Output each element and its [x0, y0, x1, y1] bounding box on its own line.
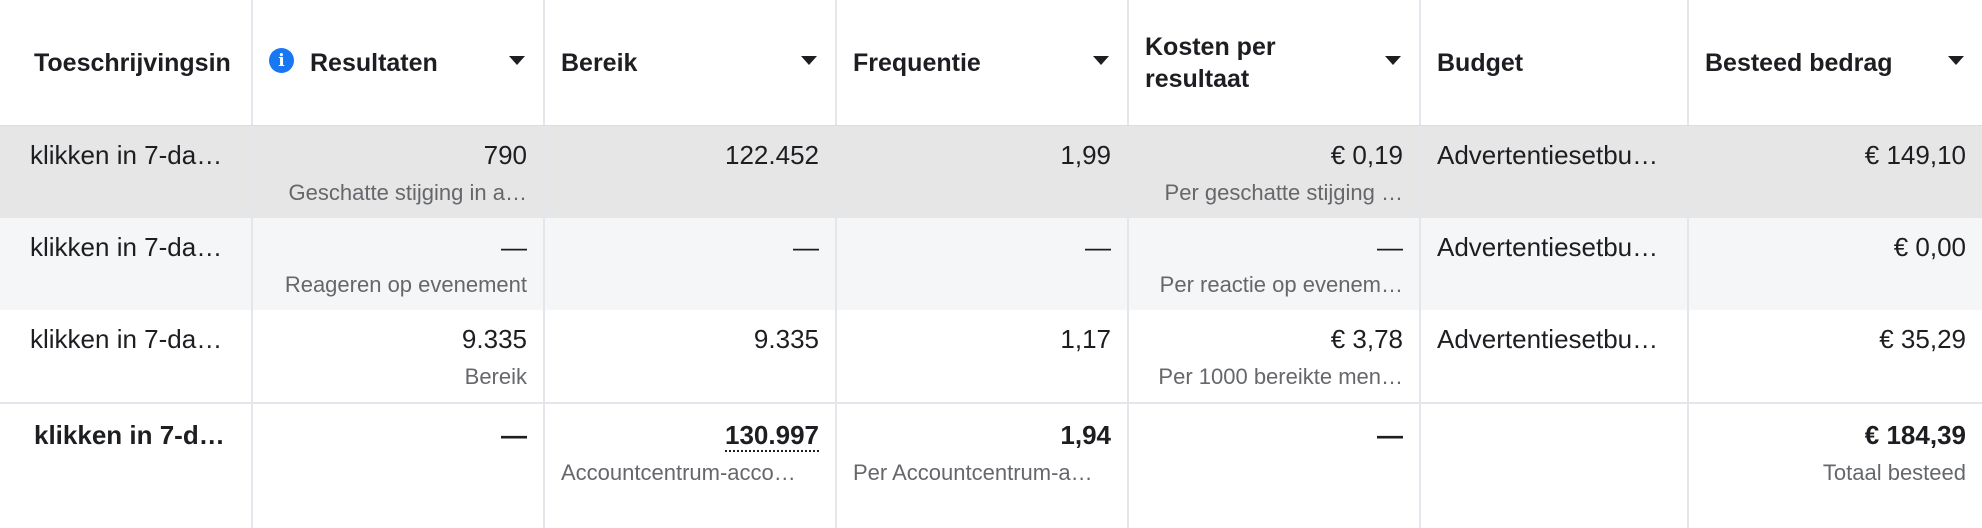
budget-cell: Advertentiesetbu… — [1421, 126, 1689, 218]
column-header-reach[interactable]: Bereik — [545, 0, 837, 125]
attribution-cell: klikken in 7-da… — [0, 310, 253, 402]
spent-total-caption: Totaal besteed — [1822, 460, 1966, 485]
cost-total: — — [1377, 420, 1403, 450]
totals-row: klikken in 7-da… — 130.997 Accountcentru… — [0, 404, 1982, 528]
results-cell: — Reageren op evenement — [253, 218, 545, 310]
sort-caret-icon[interactable] — [509, 56, 525, 65]
frequency-value: 1,99 — [1060, 140, 1111, 170]
cost-type: Per geschatte stijging … — [1164, 180, 1403, 205]
spent-total: € 184,39 — [1864, 420, 1966, 450]
cost-cell: — Per reactie op evenem… — [1129, 218, 1421, 310]
attribution-value: klikken in 7-da… — [30, 232, 223, 262]
results-value: 9.335 — [461, 324, 527, 354]
sort-caret-icon[interactable] — [1948, 56, 1964, 65]
results-cell: 790 Geschatte stijging in a… — [253, 126, 545, 218]
cost-cell: € 3,78 Per 1000 bereikte men… — [1129, 310, 1421, 402]
results-value: — — [501, 232, 527, 262]
attribution-value: klikken in 7-da… — [30, 324, 223, 354]
table-header: Toeschrijvingsin i Resultaten Bereik Fre… — [0, 0, 1982, 127]
cost-type: Per 1000 bereikte men… — [1158, 364, 1403, 389]
budget-value: Advertentiesetbu… — [1437, 232, 1659, 262]
column-header-label: Toeschrijvingsin — [34, 48, 231, 77]
cost-total-cell: — — [1129, 404, 1421, 528]
budget-cell: Advertentiesetbu… — [1421, 218, 1689, 310]
reach-value: — — [793, 232, 819, 262]
cost-value: € 0,19 — [1330, 140, 1403, 170]
results-type: Geschatte stijging in a… — [288, 180, 527, 205]
info-icon[interactable]: i — [269, 48, 294, 73]
column-header-budget[interactable]: Budget — [1421, 0, 1689, 125]
reach-value: 9.335 — [753, 324, 819, 354]
reach-total-value[interactable]: 130.997 — [725, 420, 819, 452]
results-value: 790 — [483, 140, 527, 170]
spent-total-cell: € 184,39 Totaal besteed — [1689, 404, 1982, 528]
frequency-cell: — — [837, 218, 1129, 310]
results-total-cell: — — [253, 404, 545, 528]
spent-cell: € 149,10 — [1689, 126, 1982, 218]
attribution-cell: klikken in 7-da… — [0, 218, 253, 310]
reach-total-cell: 130.997 Accountcentrum-acco… — [545, 404, 837, 528]
attribution-cell: klikken in 7-da… — [0, 126, 253, 218]
attribution-value: klikken in 7-da… — [30, 140, 223, 170]
column-header-label: Budget — [1437, 48, 1524, 77]
results-type: Reageren op evenement — [284, 272, 527, 297]
column-header-results[interactable]: i Resultaten — [253, 0, 545, 125]
results-total: — — [501, 420, 527, 450]
column-header-label: Frequentie — [853, 48, 981, 77]
spent-value: € 0,00 — [1893, 232, 1966, 262]
spent-value: € 35,29 — [1879, 324, 1966, 354]
reach-cell: 122.452 — [545, 126, 837, 218]
frequency-total-cell: 1,94 Per Accountcentrum-a… — [837, 404, 1129, 528]
budget-cell: Advertentiesetbu… — [1421, 310, 1689, 402]
column-header-label: Bereik — [561, 48, 638, 77]
frequency-cell: 1,17 — [837, 310, 1129, 402]
cost-cell: € 0,19 Per geschatte stijging … — [1129, 126, 1421, 218]
spent-cell: € 35,29 — [1689, 310, 1982, 402]
cost-value: € 3,78 — [1330, 324, 1403, 354]
column-header-frequency[interactable]: Frequentie — [837, 0, 1129, 125]
attribution-cell: klikken in 7-da… — [0, 404, 253, 528]
reach-value: 122.452 — [725, 140, 819, 170]
table-row[interactable]: klikken in 7-da… — Reageren op evenement… — [0, 218, 1982, 310]
reach-cell: — — [545, 218, 837, 310]
reach-total-caption: Accountcentrum-acco… — [561, 460, 796, 485]
frequency-value: — — [1085, 232, 1111, 262]
cost-type: Per reactie op evenem… — [1159, 272, 1403, 297]
attribution-total: klikken in 7-da… — [34, 420, 235, 450]
cost-value: — — [1377, 232, 1403, 262]
table-row[interactable]: klikken in 7-da… 790 Geschatte stijging … — [0, 126, 1982, 218]
spent-cell: € 0,00 — [1689, 218, 1982, 310]
column-header-label: Besteed bedrag — [1705, 48, 1893, 77]
reach-total[interactable]: 130.997 — [561, 418, 819, 452]
column-header-attribution[interactable]: Toeschrijvingsin — [0, 0, 253, 125]
spent-value: € 149,10 — [1864, 140, 1966, 170]
column-header-label: Kosten per resultaat — [1145, 32, 1276, 93]
results-cell: 9.335 Bereik — [253, 310, 545, 402]
budget-value: Advertentiesetbu… — [1437, 140, 1659, 170]
table-row[interactable]: klikken in 7-da… 9.335 Bereik 9.335 1,17… — [0, 310, 1982, 404]
sort-caret-icon[interactable] — [1093, 56, 1109, 65]
sort-caret-icon[interactable] — [801, 56, 817, 65]
column-header-label: Resultaten — [310, 48, 438, 77]
reach-cell: 9.335 — [545, 310, 837, 402]
column-header-amount-spent[interactable]: Besteed bedrag — [1689, 0, 1982, 125]
frequency-total: 1,94 — [1060, 420, 1111, 450]
budget-value: Advertentiesetbu… — [1437, 324, 1659, 354]
frequency-cell: 1,99 — [837, 126, 1129, 218]
results-type: Bereik — [464, 364, 527, 389]
frequency-total-caption: Per Accountcentrum-a… — [853, 460, 1093, 485]
sort-caret-icon[interactable] — [1385, 56, 1401, 65]
budget-total-cell — [1421, 404, 1689, 528]
frequency-value: 1,17 — [1060, 324, 1111, 354]
column-header-cost-per-result[interactable]: Kosten per resultaat — [1129, 0, 1421, 125]
